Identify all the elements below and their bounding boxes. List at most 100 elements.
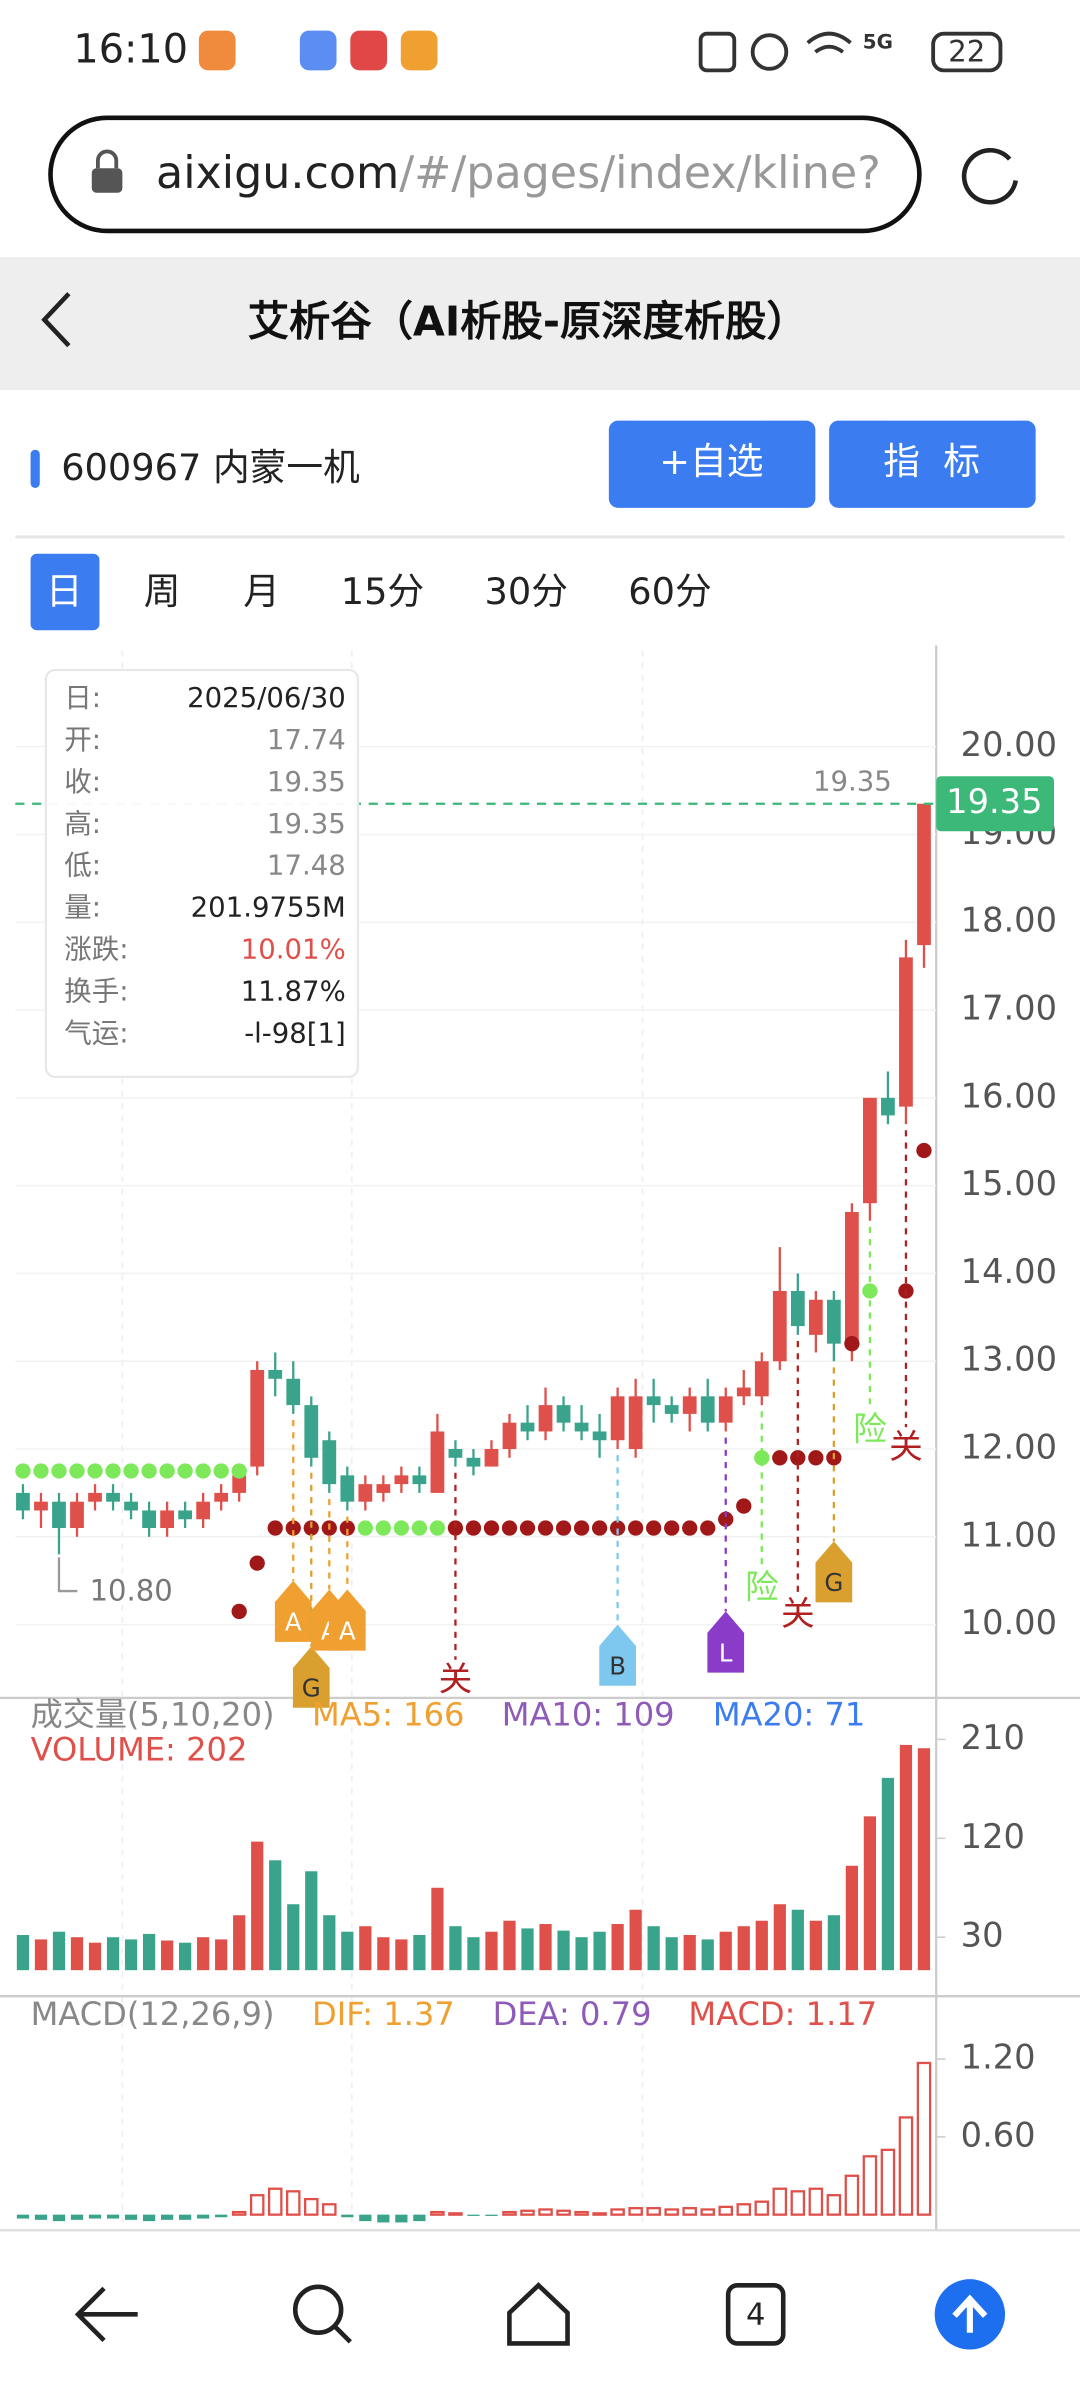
volume-bar: [305, 1871, 318, 1971]
signal-dot: [844, 1336, 860, 1352]
marker-text: 关: [889, 1427, 923, 1466]
candle-body: [718, 1396, 733, 1423]
signal-dot: [664, 1520, 680, 1536]
marker-text: 险: [853, 1409, 887, 1448]
indicator-label: MACD: 1.17: [688, 1995, 877, 2033]
volume-bar: [431, 1887, 444, 1971]
url-bar[interactable]: [48, 115, 922, 234]
volume-bar: [88, 1942, 102, 1971]
volume-bar: [737, 1926, 750, 1971]
macd-bar: [16, 2214, 30, 2219]
y-tick-label: 30: [961, 1916, 1004, 1955]
macd-bar: [124, 2214, 138, 2220]
macd-bar: [52, 2214, 66, 2222]
signal-dot: [916, 1142, 932, 1159]
candle-body: [376, 1484, 391, 1493]
macd-bar: [790, 2190, 806, 2216]
info-value: 11.87%: [241, 975, 346, 1007]
volume-bar: [503, 1920, 516, 1971]
macd-bar: [880, 2148, 896, 2216]
candle-body: [124, 1501, 138, 1511]
marker-flag: [292, 1646, 330, 1708]
signal-dot: [87, 1463, 103, 1479]
macd-bar: [520, 2209, 535, 2216]
candle-body: [610, 1396, 625, 1441]
signal-dot: [682, 1520, 698, 1536]
signal-dot: [627, 1520, 644, 1536]
low-label: 10.80: [90, 1574, 173, 1608]
macd-bar: [502, 2210, 517, 2216]
candle-body: [250, 1370, 265, 1467]
macd-bar: [862, 2155, 878, 2216]
signal-dot: [123, 1463, 139, 1479]
volume-bar: [106, 1937, 120, 1971]
signal-dot: [519, 1520, 536, 1536]
indicator-label: DEA: 0.79: [493, 1995, 652, 2033]
candle-body: [790, 1290, 805, 1327]
marker-label: A: [285, 1608, 302, 1637]
macd-bar: [249, 2194, 265, 2216]
add-watchlist-label: +自选: [659, 440, 763, 483]
volume-bar: [70, 1937, 84, 1971]
macd-bar: [682, 2207, 697, 2216]
nav-back[interactable]: [74, 2286, 138, 2342]
volume-bar: [197, 1937, 210, 1971]
signal-dot: [465, 1520, 482, 1536]
signal-dot: [447, 1520, 464, 1536]
signal-dot: [537, 1520, 554, 1536]
period-tab[interactable]: 日: [46, 570, 83, 613]
period-tab[interactable]: 30分: [485, 570, 568, 613]
period-tab[interactable]: 60分: [628, 570, 711, 613]
macd-bar: [430, 2210, 445, 2216]
candle-body: [502, 1422, 517, 1450]
candle-body: [899, 957, 913, 1107]
signal-dot: [772, 1450, 788, 1466]
volume-bar: [179, 1942, 192, 1971]
macd-bar: [592, 2212, 607, 2216]
candle-body: [358, 1484, 373, 1502]
volume-bar: [575, 1937, 588, 1971]
period-tab[interactable]: 月: [243, 570, 280, 613]
macd-bar: [160, 2214, 174, 2220]
y-tick-label: 0.60: [961, 2115, 1036, 2154]
macd-bar: [267, 2187, 283, 2216]
volume-bar: [665, 1937, 678, 1971]
macd-bar: [574, 2210, 589, 2216]
signal-dot: [69, 1463, 85, 1479]
high-label: 19.35: [813, 765, 892, 797]
macd-bar: [285, 2190, 301, 2216]
stock-name: 600967 内蒙一机: [61, 446, 360, 489]
nav-tab-count: 4: [746, 2297, 765, 2332]
candle-body: [106, 1492, 120, 1502]
stock-accent: [30, 449, 40, 488]
macd-bar: [231, 2210, 247, 2216]
indicator-button[interactable]: [829, 420, 1036, 508]
candle-body: [394, 1475, 409, 1485]
scroll-top-arrow: [952, 2294, 988, 2333]
back-button[interactable]: [41, 292, 71, 348]
info-value: 201.9755M: [191, 892, 346, 924]
macd-bar: [179, 2214, 192, 2220]
y-tick-label: 18.00: [961, 901, 1057, 940]
nav-home[interactable]: [507, 2282, 570, 2346]
period-tab[interactable]: 周: [144, 570, 181, 613]
macd-bar: [377, 2214, 390, 2223]
macd-bar: [916, 2061, 932, 2216]
signal-dot: [267, 1520, 283, 1536]
signal-dot: [573, 1520, 590, 1536]
reload-button[interactable]: [961, 147, 1019, 205]
signal-dot: [141, 1463, 157, 1479]
period-tab[interactable]: 15分: [341, 570, 424, 613]
indicator-label: DIF: 1.37: [312, 1995, 455, 2033]
volume-bar: [142, 1933, 156, 1971]
macd-bar: [628, 2207, 643, 2216]
kline-chart: 10.00 11.00 12.00 13.00 14.00 15.00 16.00 17.00…: [0, 645, 1080, 2231]
y-tick-label: 10.00: [961, 1603, 1057, 1642]
candle-body: [484, 1449, 499, 1467]
add-watchlist-button[interactable]: [608, 420, 816, 508]
nav-tabs[interactable]: [725, 2282, 786, 2346]
marker-flag: [707, 1611, 745, 1673]
volume-bar: [611, 1924, 624, 1971]
nav-search[interactable]: [292, 2284, 352, 2344]
